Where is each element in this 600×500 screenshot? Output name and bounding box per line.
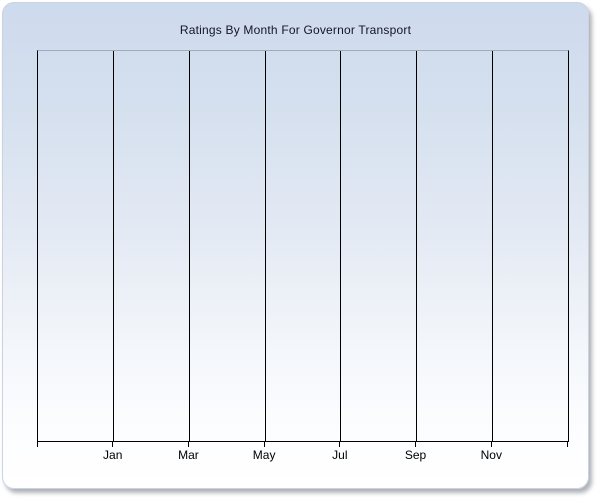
x-axis-tick [112,441,114,447]
plot-area [37,50,569,442]
x-axis-tick [187,441,189,447]
x-axis-tick [490,441,492,447]
vertical-gridline [491,51,493,441]
vertical-gridline [113,51,115,441]
vertical-gridline [340,51,342,441]
x-axis-label: Sep [404,448,427,462]
x-axis: Jan Mar May Jul Sep Nov [36,441,568,467]
x-axis-tick [339,441,341,447]
x-axis-label: Jan [103,448,123,462]
x-axis-tick [36,441,38,447]
x-axis-label: Mar [178,448,199,462]
chart-card: Ratings By Month For Governor Transport [2,2,589,489]
vertical-gridline [264,51,266,441]
vertical-gridline [188,51,190,441]
x-axis-tick [263,441,265,447]
chart-title: Ratings By Month For Governor Transport [179,23,412,37]
x-axis-label: Nov [480,448,502,462]
x-axis-label: Jul [332,448,348,462]
x-axis-tick [415,441,417,447]
vertical-gridline [416,51,418,441]
x-axis-tick [566,441,568,447]
x-axis-label: May [252,448,276,462]
